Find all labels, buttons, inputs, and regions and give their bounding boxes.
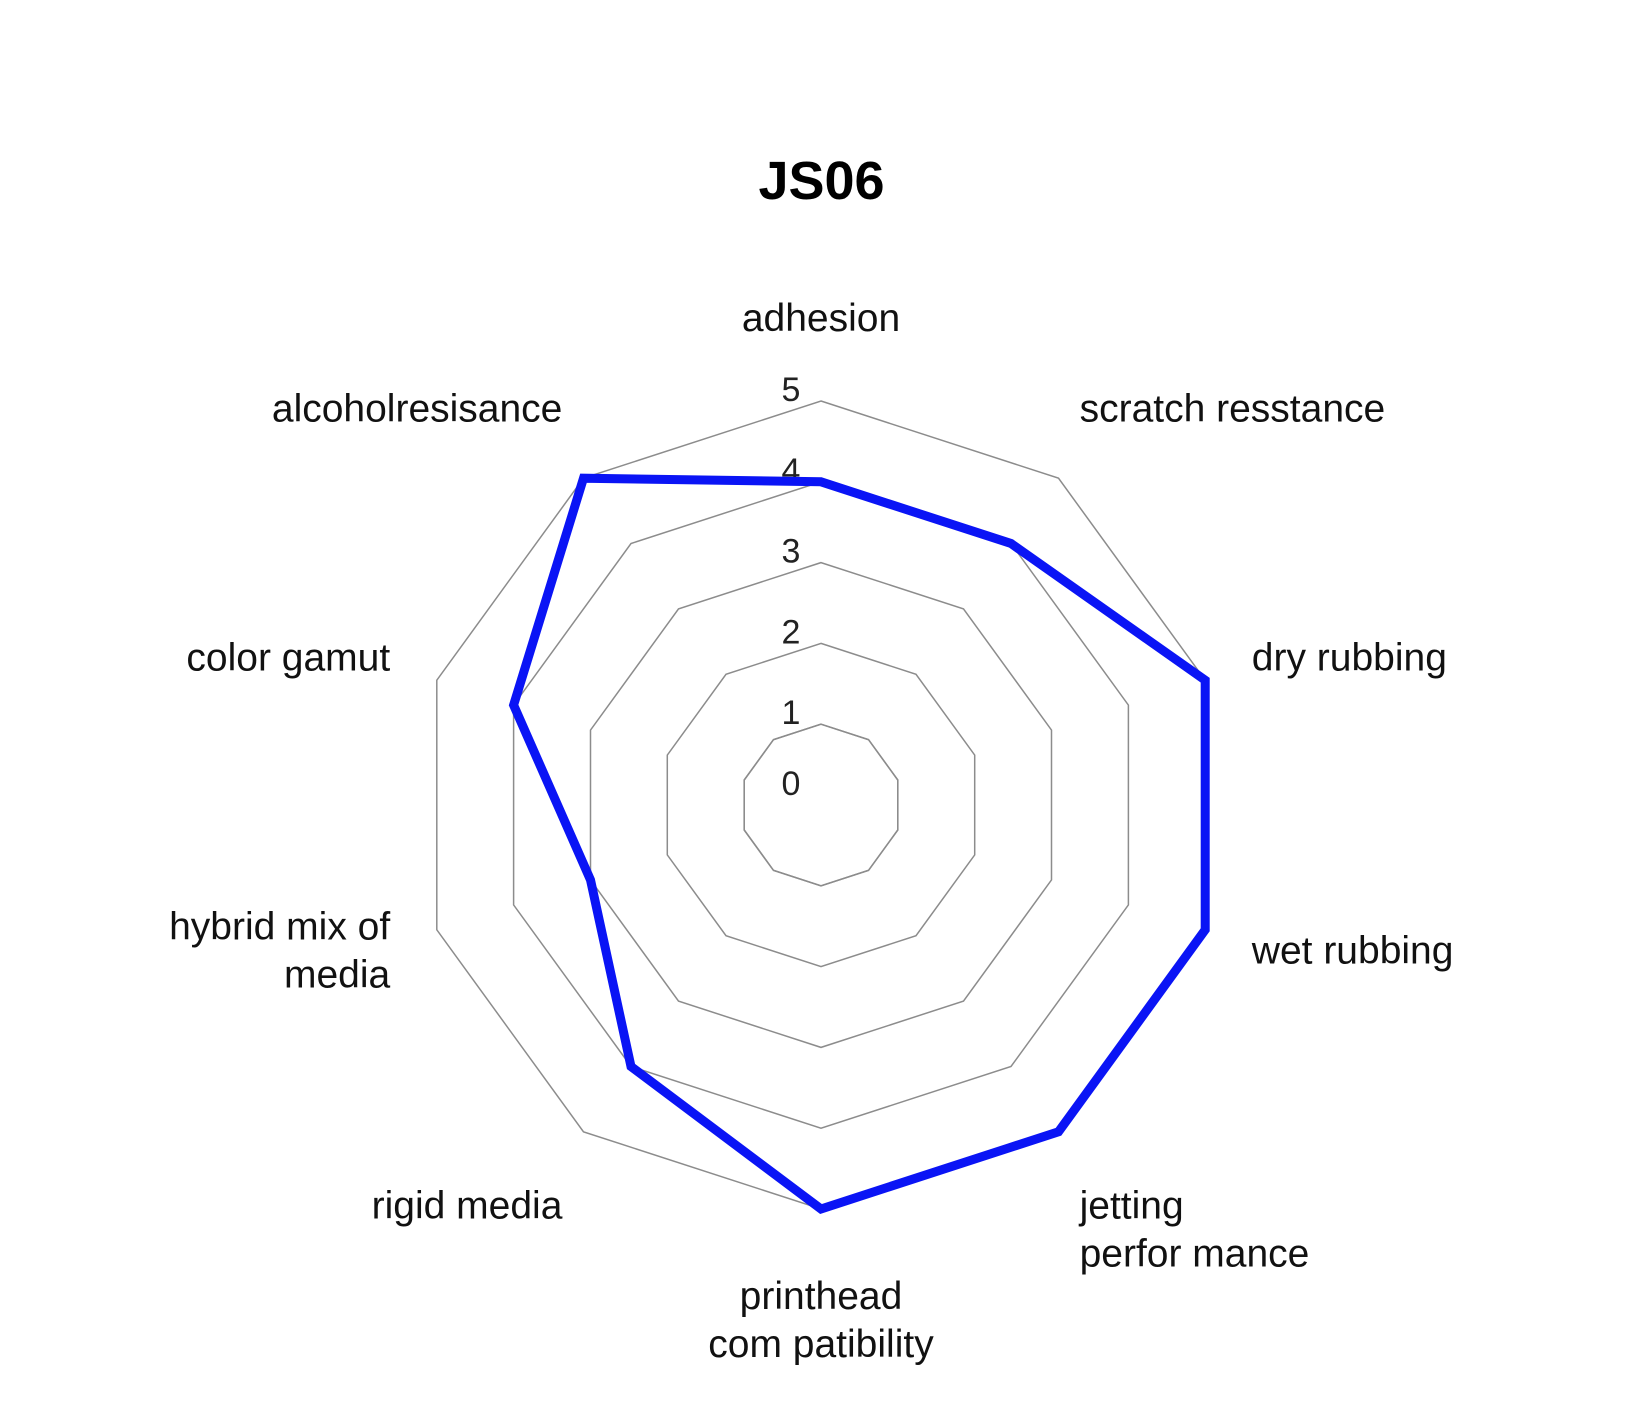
data-point-0 [819,479,823,484]
data-point-2 [1203,678,1208,683]
grid-ring-2 [666,642,976,968]
data-point-3 [1203,927,1208,932]
data-point-5 [819,1207,823,1211]
axis-label-dry-rubbing: dry rubbing [1252,637,1447,680]
grid-ring-4 [512,481,1130,1129]
axis-label-jetting-perfor-mance: jetting perfor mance [1079,1185,1310,1276]
tick-label-1: 1 [782,694,801,732]
axis-label-adhesion: adhesion [742,297,900,340]
data-point-6 [629,1064,633,1069]
axis-label-color-gamut: color gamut [186,637,390,680]
tick-label-0: 0 [782,765,801,803]
axis-label-scratch-resstance: scratch resstance [1080,388,1386,431]
chart-title: JS06 [758,151,885,211]
axis-label-printhead-com-patibility: printhead com patibility [708,1275,934,1366]
data-point-4 [1056,1129,1061,1134]
series-line-0 [508,473,1210,1215]
axis-label-rigid-media: rigid media [372,1185,563,1228]
tick-label-3: 3 [782,533,801,571]
grid-ring-1 [743,723,899,887]
data-point-7 [588,877,593,882]
axis-label-hybrid-mix-of-media: hybrid mix of media [169,906,390,997]
data-point-1 [1009,541,1013,546]
data-point-8 [511,703,516,708]
axis-label-alcoholresisance: alcoholresisance [272,388,563,431]
tick-label-5: 5 [782,371,801,409]
data-point-9 [581,476,586,481]
grid-ring-3 [589,561,1053,1049]
axis-label-wet-rubbing: wet rubbing [1251,930,1454,973]
tick-label-2: 2 [782,613,801,651]
